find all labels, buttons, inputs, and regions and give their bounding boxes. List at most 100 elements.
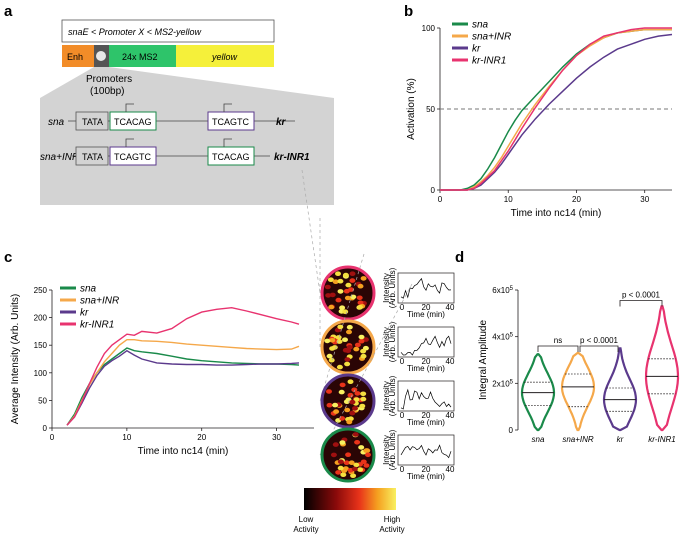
- legend-label: kr: [472, 44, 481, 55]
- x-tick-label: 0: [438, 195, 443, 204]
- nucleus: [342, 466, 349, 471]
- nucleus: [354, 391, 361, 396]
- nucleus: [324, 338, 331, 344]
- right-row-name: kr-INR1: [274, 152, 310, 163]
- nucleus: [357, 283, 364, 289]
- nucleus: [360, 276, 367, 281]
- nucleus: [353, 346, 360, 352]
- nucleus: [349, 399, 356, 405]
- activity-colorbar: [304, 488, 396, 510]
- significance-bracket: [579, 345, 619, 352]
- category-label: kr: [617, 435, 624, 444]
- nucleus: [329, 346, 336, 351]
- nucleus: [351, 387, 358, 393]
- x-tick-label: 30: [640, 195, 649, 204]
- series-line-sna-inr: [440, 28, 672, 191]
- significance-label: p < 0.0001: [580, 336, 619, 345]
- panel-b-label: b: [404, 3, 413, 20]
- nucleus: [344, 361, 351, 367]
- nucleus: [349, 410, 356, 416]
- nucleus: [358, 338, 365, 344]
- core-box: [109, 146, 157, 166]
- category-label: sna: [532, 435, 545, 444]
- x-tick-label: 10: [504, 195, 513, 204]
- series-line-kr-inr1: [440, 27, 672, 191]
- tata-label: TATA: [82, 152, 103, 162]
- significance-bracket: [619, 300, 663, 307]
- nucleus: [358, 445, 365, 450]
- significance-label: p < 0.0001: [622, 291, 661, 300]
- y-tick-label: 0: [509, 426, 514, 435]
- promoters-title: Promoters: [86, 74, 132, 85]
- y-tick-label: 150: [34, 341, 48, 350]
- promoter-row-sna: sna TATA TCACAG TCAGTC kr: [48, 103, 295, 131]
- colorbar-low: Low Activity: [293, 515, 318, 534]
- violin-sna: [520, 353, 556, 432]
- promoter-zoom-region: [40, 67, 334, 205]
- inset-x-tick-label: 20: [422, 411, 431, 420]
- construct-title: snaE < Promoter X < MS2-yellow: [68, 27, 202, 37]
- inset-x-tick-label: 20: [422, 357, 431, 366]
- nucleus: [344, 357, 351, 362]
- inset-x-tick-label: 40: [446, 465, 455, 474]
- nucleus: [345, 282, 352, 288]
- nucleus: [337, 459, 344, 465]
- nucleus: [356, 295, 363, 301]
- nucleus: [360, 353, 367, 359]
- inset-x-label: Time (min): [407, 418, 445, 427]
- inset-trace: [400, 277, 452, 299]
- nucleus: [339, 382, 346, 388]
- y-axis-label: Activation (%): [406, 78, 417, 140]
- nucleus: [358, 334, 365, 340]
- inset-x-label: Time (min): [407, 472, 445, 481]
- y-tick-label: 250: [34, 286, 48, 295]
- inset-x-tick-label: 40: [446, 411, 455, 420]
- nucleus: [349, 278, 356, 283]
- yellow-segment: [176, 45, 274, 67]
- inset-connector: [319, 253, 365, 402]
- y-axis-label: Integral Amplitude: [478, 320, 489, 400]
- nucleus: [360, 459, 367, 465]
- y-tick-label: 50: [426, 105, 435, 114]
- inset-y-label: Intensity(Arb. Units): [382, 321, 397, 362]
- nucleus: [360, 348, 367, 354]
- legend-label: sna+INR: [80, 296, 119, 307]
- y-tick-label: 0: [43, 424, 48, 433]
- y-tick-label: 100: [422, 24, 436, 33]
- nucleus: [354, 440, 361, 445]
- right-row-name: kr: [276, 117, 287, 128]
- inset-y-label: Intensity(Arb. Units): [382, 267, 397, 308]
- row-name: sna+INR: [40, 152, 79, 163]
- y-tick-label: 4x105: [492, 333, 513, 342]
- nucleus: [343, 288, 350, 294]
- legend-label: sna: [80, 284, 97, 295]
- nucleus: [343, 460, 350, 466]
- nucleus: [357, 467, 364, 472]
- nucleus: [353, 397, 360, 402]
- nucleus: [328, 304, 335, 310]
- nucleus: [346, 329, 352, 335]
- promoter-row-sna-inr: sna+INR TATA TCAGTC TCACAG kr-INR1: [40, 138, 310, 166]
- nucleus: [352, 432, 359, 437]
- inset-trace: [400, 388, 452, 410]
- y-axis-label: Average Intensity (Arb. Units): [10, 294, 21, 424]
- enhancer-label: Enh: [67, 52, 83, 62]
- x-axis-label: Time into nc14 (min): [511, 208, 602, 219]
- right-core-label: TCACAG: [212, 152, 250, 162]
- nucleus: [335, 470, 342, 475]
- legend-label: sna+INR: [472, 32, 511, 43]
- amplitude-violin-chart: 0 2x105 4x105 6x105 Integral Amplitude sna sna…: [478, 286, 680, 444]
- nucleus: [363, 463, 370, 468]
- inset-x-tick-label: 0: [400, 411, 405, 420]
- nucleus: [346, 324, 353, 330]
- nucleus: [326, 353, 333, 359]
- tss-arrow-icon: [223, 103, 232, 112]
- inset-connector: [319, 283, 413, 456]
- nucleus: [326, 402, 333, 408]
- tss-arrow-icon: [223, 138, 232, 147]
- x-axis-label: Time into nc14 (min): [138, 446, 229, 457]
- enhancer-segment: [62, 45, 94, 67]
- nucleus: [353, 462, 360, 468]
